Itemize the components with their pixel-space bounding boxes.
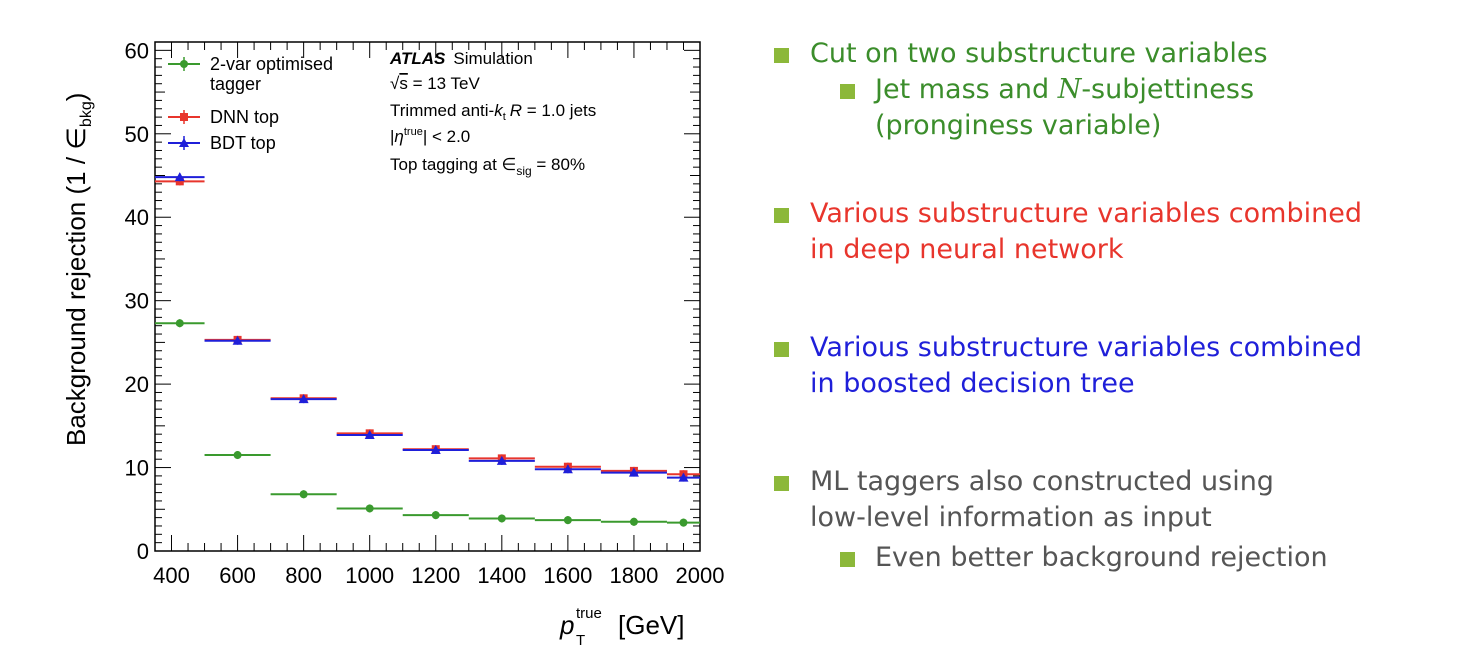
data-point: [174, 172, 185, 182]
y-tick-label: 60: [125, 38, 149, 63]
bullet-list: Cut on two substructure variables Jet ma…: [770, 36, 1460, 576]
sub-bullet-better-rejection: Even better background rejection: [770, 540, 1460, 576]
x-tick-label: 1000: [345, 563, 394, 588]
x-tick-label: 400: [153, 563, 190, 588]
x-axis-label-sub: T: [576, 632, 585, 649]
data-point: [175, 177, 184, 186]
legend-label: DNN top: [210, 107, 279, 127]
data-point: [431, 511, 440, 520]
legend-entry: BDT top: [168, 133, 276, 153]
data-point: [629, 517, 638, 526]
x-tick-label: 800: [285, 563, 322, 588]
background-rejection-chart: 0 10 20 30 40 50 60 400 600 800 1000 1200 1400 1600 18…: [61, 38, 725, 649]
data-point: [298, 394, 309, 404]
energy-label: √s = 13 TeV: [390, 74, 480, 93]
data-point: [175, 319, 184, 328]
bullet-square-icon: [774, 342, 789, 357]
data-point: [563, 516, 572, 525]
bullet-square-icon: [774, 476, 789, 491]
bullet-square-icon: [774, 208, 789, 223]
legend-label: tagger: [210, 74, 261, 94]
legend-marker: [179, 138, 189, 147]
bullet-bdt: Various substructure variables combined …: [770, 330, 1460, 402]
data-point: [679, 518, 688, 527]
chart-canvas: 0 10 20 30 40 50 60 400 600 800 1000 1200 1400 1600 18…: [61, 38, 725, 649]
legend-marker: [180, 60, 188, 68]
x-axis-label-sup: true: [576, 605, 602, 622]
bullet-square-icon: [774, 48, 789, 63]
atlas-label: ATLAS: [389, 49, 446, 68]
x-tick-label: 1200: [411, 563, 460, 588]
x-tick-label: 2000: [676, 563, 725, 588]
bullet-ml-taggers: ML taggers also constructed using low-le…: [770, 464, 1460, 536]
y-tick-label: 30: [125, 289, 149, 314]
atlas-annotation: ATLAS Simulation √s = 13 TeV Trimmed anti…: [389, 49, 596, 178]
jets-label: Trimmed anti-kt R = 1.0 jets: [390, 101, 596, 123]
y-tick-label: 10: [125, 456, 149, 481]
simulation-label: Simulation: [453, 49, 532, 68]
legend-label: BDT top: [210, 133, 276, 153]
data-point: [496, 455, 507, 465]
x-axis-label-unit: [GeV]: [618, 610, 684, 640]
bullet-dnn: Various substructure variables combined …: [770, 196, 1460, 268]
bullet-cut-variables: Cut on two substructure variables: [770, 36, 1460, 72]
series-1: [155, 177, 700, 479]
data-point: [430, 445, 441, 455]
bullet-square-icon: [840, 84, 855, 99]
y-axis-label-group: Background rejection (1 / ∈bkg): [61, 93, 95, 446]
y-tick-label: 0: [137, 539, 149, 564]
y-tick-label: 20: [125, 372, 149, 397]
series-2: [155, 172, 700, 482]
legend-marker: [180, 113, 188, 121]
data-point: [365, 504, 374, 513]
x-tick-label: 1600: [543, 563, 592, 588]
eta-label: |ηtrue| < 2.0: [390, 126, 470, 146]
y-tick-label: 50: [125, 122, 149, 147]
data-point: [232, 335, 243, 345]
y-axis-label-sub: bkg: [78, 101, 95, 127]
x-axis-label: p: [559, 610, 574, 640]
series-0: [155, 319, 700, 527]
plot-frame: [154, 41, 701, 552]
y-axis-label-close: ): [61, 93, 91, 102]
bullet-square-icon: [840, 552, 855, 567]
legend-label: 2-var optimised: [210, 54, 333, 74]
y-axis-label: Background rejection (1 / ∈: [61, 127, 91, 446]
sub-bullet-jet-mass: Jet mass and N-subjettiness (pronginess …: [770, 72, 1460, 144]
x-tick-label: 600: [219, 563, 256, 588]
working-point-label: Top tagging at ∈sig = 80%: [390, 155, 585, 178]
data-point: [364, 430, 375, 440]
data-point: [299, 490, 308, 499]
data-point: [678, 472, 689, 482]
x-tick-label: 1400: [477, 563, 526, 588]
data-point: [562, 464, 573, 474]
data-point: [233, 451, 242, 460]
data-point: [497, 514, 506, 523]
data-point: [628, 467, 639, 477]
x-tick-label: 1800: [609, 563, 658, 588]
svg-text:Background rejection (1 / ∈bkg: Background rejection (1 / ∈bkg): [61, 93, 95, 446]
legend-entry: DNN top: [168, 107, 279, 127]
y-tick-label: 40: [125, 205, 149, 230]
